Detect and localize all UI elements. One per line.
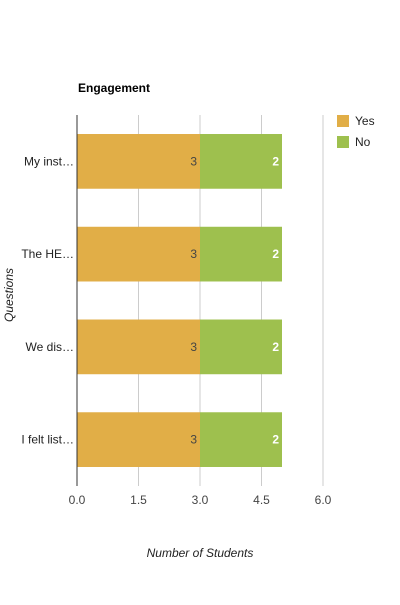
legend-label-no: No [355,135,371,149]
data-label: 3 [190,154,197,168]
legend-swatch-no [337,136,349,148]
x-axis-title: Number of Students [147,546,254,560]
bar-no [200,226,282,282]
bar-yes [77,134,200,189]
bar-yes [77,319,200,375]
x-tick-label: 4.5 [253,493,270,507]
data-label: 2 [272,340,279,354]
chart-title: Engagement [78,81,150,95]
axis-layer: 0.0 1.5 3.0 4.5 6.0 My inst… The HE… We dis… I f… [21,115,332,507]
x-tick-label: 3.0 [192,493,209,507]
x-tick-label: 6.0 [315,493,332,507]
bar-yes [77,226,200,282]
data-label: 3 [190,247,197,261]
category-label: My inst… [24,154,74,168]
legend: Yes No [337,114,375,149]
data-label: 2 [272,247,279,261]
bar-no [200,412,282,467]
bar-no [200,319,282,375]
y-axis-title: Questions [2,268,16,322]
bars-layer [77,134,282,467]
x-tick-label: 1.5 [130,493,147,507]
data-label: 3 [190,433,197,447]
bar-yes [77,412,200,467]
category-label: We dis… [26,340,74,354]
data-label: 2 [272,433,279,447]
data-label: 3 [190,340,197,354]
labels-layer: 3 2 3 2 3 2 3 2 [190,154,279,446]
category-label: The HE… [21,247,74,261]
category-label: I felt list… [21,433,74,447]
data-label: 2 [272,154,279,168]
bar-no [200,134,282,189]
x-tick-label: 0.0 [69,493,86,507]
legend-swatch-yes [337,115,349,127]
legend-label-yes: Yes [355,114,375,128]
